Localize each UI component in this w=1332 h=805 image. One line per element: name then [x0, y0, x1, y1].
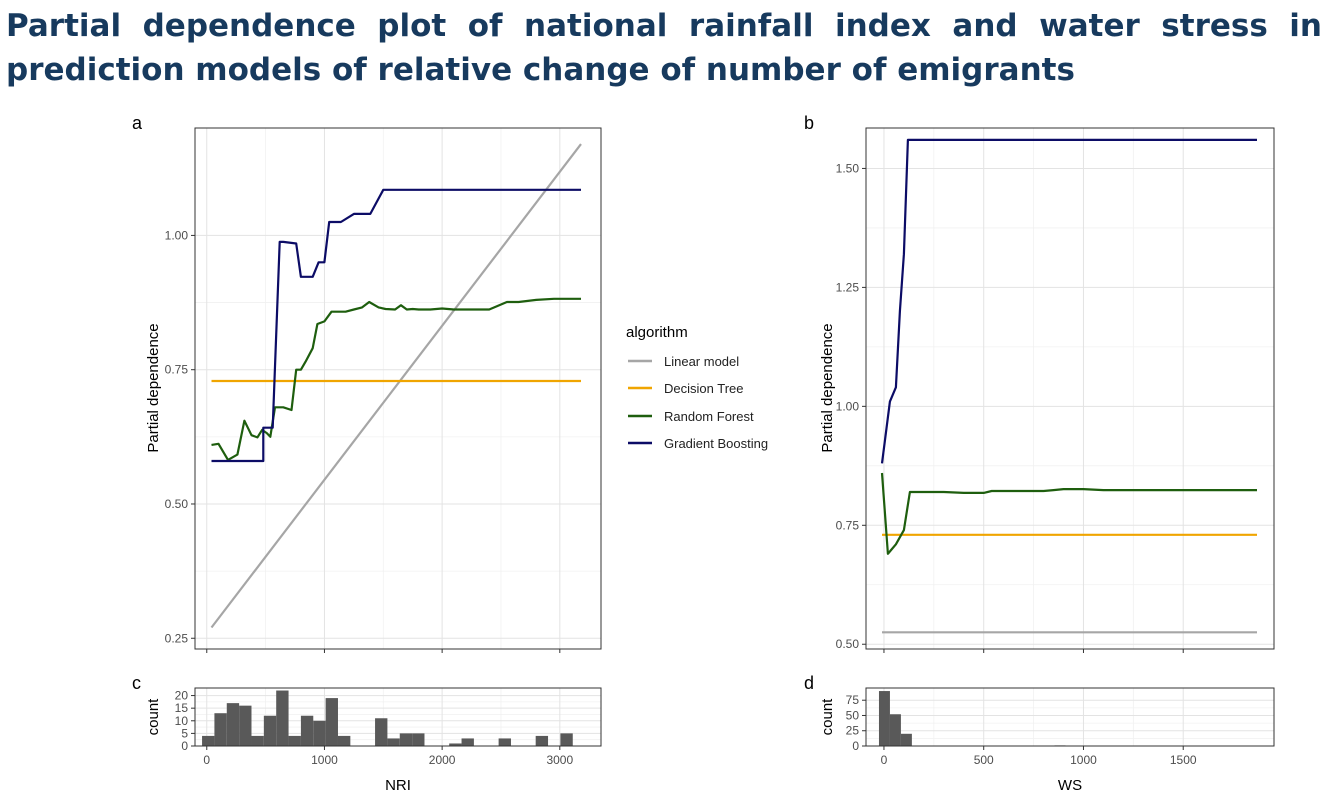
y-tick-label: 1.00	[836, 399, 860, 413]
histogram-bar	[449, 743, 462, 746]
x-axis-title: WS	[1058, 777, 1082, 794]
y-tick-label: 0.25	[165, 631, 189, 645]
y-tick-label: 1.25	[836, 280, 860, 294]
x-axis-title: NRI	[385, 777, 411, 794]
y-axis-title: count	[145, 698, 162, 736]
y-tick-label: 50	[846, 708, 860, 722]
panel-a-partial-dependence-nri: 0.25 0.50 0.75 1.00 Partial dependence	[145, 127, 602, 653]
histogram-bar	[900, 733, 912, 746]
histogram-bar	[375, 718, 388, 746]
panel-tag: a	[132, 113, 143, 133]
histogram-bar	[202, 735, 215, 746]
x-tick-label: 1000	[1070, 753, 1097, 767]
histogram-bar	[288, 735, 301, 746]
histogram-bar	[461, 738, 474, 746]
series-line-random-forest	[211, 297, 581, 461]
legend-label: Linear model	[664, 354, 739, 369]
y-tick-label: 0.75	[165, 363, 189, 377]
plot-border	[865, 127, 1275, 650]
histogram-bar	[535, 735, 549, 746]
histogram-bar	[889, 714, 901, 746]
x-tick-label: 500	[974, 753, 994, 767]
y-tick-label: 20	[175, 689, 189, 703]
x-tick-label: 2000	[429, 753, 456, 767]
legend-title: algorithm	[626, 324, 688, 341]
y-axis-title: Partial dependence	[819, 323, 836, 452]
series-line-random-forest	[880, 472, 1257, 555]
legend-label: Gradient Boosting	[664, 436, 768, 451]
y-axis-title: Partial dependence	[145, 323, 162, 452]
y-tick-label: 0.75	[836, 518, 860, 532]
panel-tag: b	[804, 113, 814, 133]
y-tick-label: 0.50	[836, 637, 860, 651]
y-tick-label: 10	[175, 714, 189, 728]
legend: algorithm Linear model Decision Tree Ran…	[626, 324, 768, 451]
x-tick-label: 3000	[546, 753, 573, 767]
panel-b-partial-dependence-ws: 0.50 0.75 1.00 1.25 1.50 Partial dependence	[819, 127, 1275, 653]
series-line-linear-model	[210, 143, 582, 629]
plot-border	[865, 687, 1275, 747]
histogram-bar	[239, 705, 252, 746]
histogram-bar	[412, 733, 425, 746]
histogram-bar	[300, 715, 314, 746]
series-line-gradient-boosting	[211, 188, 581, 463]
histogram-bar	[325, 698, 338, 746]
x-tick-label: 1000	[311, 753, 338, 767]
y-tick-label: 75	[846, 693, 860, 707]
histogram-bar	[560, 733, 573, 746]
x-tick-label: 0	[881, 753, 888, 767]
y-tick-label: 15	[175, 701, 189, 715]
histogram-bar	[276, 690, 289, 746]
x-tick-label: 0	[203, 753, 210, 767]
y-tick-label: 1.50	[836, 161, 860, 175]
page-title: Partial dependence plot of national rain…	[6, 8, 1322, 88]
plot-border	[194, 687, 602, 747]
histogram-bar	[878, 691, 890, 746]
panel-tag: d	[804, 673, 814, 693]
histogram-bar	[387, 738, 400, 746]
histogram-bar	[498, 738, 511, 746]
histogram-bar	[399, 733, 413, 746]
y-tick-label: 25	[846, 724, 860, 738]
histogram-bar	[263, 715, 277, 746]
y-tick-label: 5	[181, 726, 188, 740]
y-axis-title: count	[819, 698, 836, 736]
x-tick-label: 1500	[1170, 753, 1197, 767]
histogram-bar	[251, 735, 264, 746]
series-line-gradient-boosting	[880, 138, 1257, 464]
y-tick-label: 0	[181, 739, 188, 753]
y-tick-label: 1.00	[165, 228, 189, 242]
y-tick-label: 0.50	[165, 497, 189, 511]
plot-border	[194, 127, 602, 650]
histogram-bar	[337, 735, 351, 746]
legend-label: Random Forest	[664, 409, 754, 424]
legend-label: Decision Tree	[664, 381, 743, 396]
histogram-bar	[313, 720, 326, 746]
histogram-bar	[214, 713, 227, 746]
y-tick-label: 0	[852, 739, 859, 753]
histogram-bar	[226, 703, 240, 746]
panel-tag: c	[132, 673, 141, 693]
